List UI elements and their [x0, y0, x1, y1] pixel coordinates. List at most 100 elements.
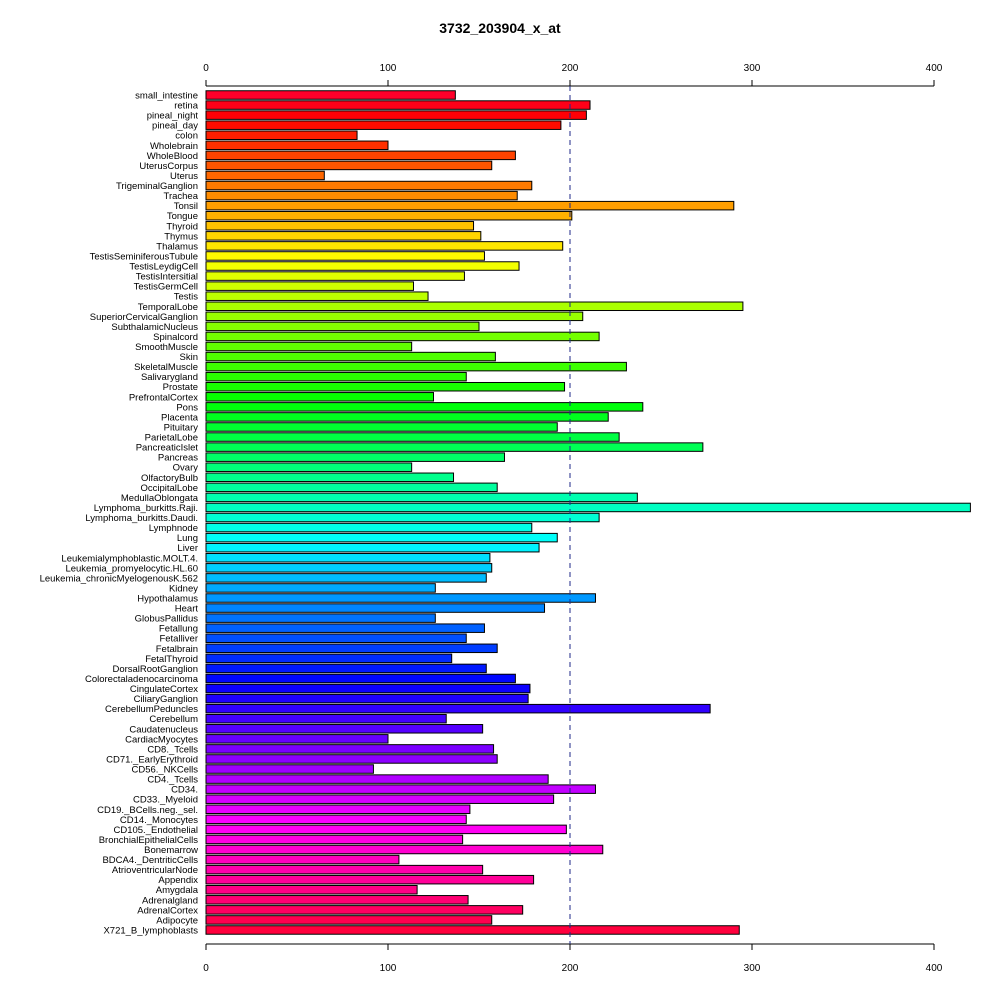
- category-label-FetalThyroid: FetalThyroid: [145, 654, 198, 665]
- bar-Fetalbrain: [205, 643, 498, 654]
- bar-pineal_night: [205, 110, 587, 120]
- category-label-Amygdala: Amygdala: [156, 885, 199, 896]
- category-label-Pituitary: Pituitary: [164, 422, 199, 433]
- category-label-SuperiorCervicalGanglion: SuperiorCervicalGanglion: [90, 312, 198, 323]
- bar-Appendix: [205, 874, 535, 885]
- bar-CardiacMyocytes: [205, 734, 389, 744]
- bar-Lymphoma_burkitts.Raji.: [205, 502, 971, 513]
- category-label-Lung: Lung: [177, 533, 198, 544]
- bar-Thalamus: [205, 241, 564, 251]
- bar-AdrenalCortex: [205, 905, 524, 915]
- category-label-Caudatenucleus: Caudatenucleus: [129, 724, 198, 735]
- category-label-Placenta: Placenta: [161, 412, 199, 423]
- category-label-CD19._BCells.neg._sel.: CD19._BCells.neg._sel.: [97, 805, 198, 816]
- bar-SmoothMuscle: [205, 341, 413, 352]
- bar-Kidney: [205, 583, 436, 593]
- bar-colon: [205, 130, 358, 140]
- bar-GlobusPallidus: [205, 613, 436, 623]
- category-label-DorsalRootGanglion: DorsalRootGanglion: [112, 664, 198, 675]
- category-label-Colorectaladenocarcinoma: Colorectaladenocarcinoma: [85, 674, 199, 685]
- x-tick-label-top-300: 300: [744, 63, 761, 74]
- category-label-SubthalamicNucleus: SubthalamicNucleus: [111, 322, 198, 333]
- bar-Adrenalgland: [205, 895, 469, 905]
- category-label-CD34.: CD34.: [171, 785, 198, 796]
- category-label-Lymphnode: Lymphnode: [149, 523, 198, 534]
- category-label-TemporalLobe: TemporalLobe: [138, 302, 198, 313]
- category-label-Lymphoma_burkitts.Raji.: Lymphoma_burkitts.Raji.: [94, 503, 198, 514]
- bar-Lymphoma_burkitts.Daudi.: [205, 512, 600, 523]
- category-label-Fetallung: Fetallung: [159, 624, 198, 635]
- bar-FetalThyroid: [205, 653, 453, 664]
- category-label-ParietalLobe: ParietalLobe: [145, 433, 198, 444]
- bar-PrefrontalCortex: [205, 392, 434, 402]
- category-label-Tongue: Tongue: [167, 211, 198, 222]
- bar-X721_B_lymphoblasts: [205, 925, 740, 935]
- category-label-Testis: Testis: [174, 292, 199, 303]
- category-label-MedullaOblongata: MedullaOblongata: [121, 493, 199, 504]
- category-label-Appendix: Appendix: [158, 875, 198, 886]
- bar-TemporalLobe: [205, 301, 744, 312]
- x-tick-label-top-100: 100: [380, 63, 397, 74]
- x-tick-label-top-400: 400: [926, 63, 943, 74]
- bar-CD34.: [205, 784, 596, 794]
- bar-retina: [205, 100, 591, 110]
- category-label-CingulateCortex: CingulateCortex: [130, 684, 198, 695]
- chart-title: 3732_203904_x_at: [439, 20, 561, 36]
- bar-CD71._EarlyErythroid: [205, 754, 498, 764]
- bar-MedullaOblongata: [205, 492, 638, 503]
- bar-WholeBlood: [205, 150, 516, 161]
- category-label-pineal_day: pineal_day: [152, 121, 198, 132]
- x-tick-label-bottom-0: 0: [203, 963, 209, 974]
- bar-Pituitary: [205, 422, 558, 432]
- bar-TestisIntersitial: [205, 271, 465, 281]
- x-tick-label-top-0: 0: [203, 63, 209, 74]
- bar-TestisGermCell: [205, 281, 414, 291]
- bar-Cerebellum: [205, 713, 447, 724]
- bar-Testis: [205, 291, 429, 301]
- bar-CerebellumPeduncles: [205, 703, 711, 714]
- bar-DorsalRootGanglion: [205, 663, 487, 674]
- category-label-X721_B_lymphoblasts: X721_B_lymphoblasts: [103, 925, 198, 936]
- bar-Uterus: [205, 170, 325, 181]
- bar-CiliaryGanglion: [205, 693, 529, 704]
- bar-Colorectaladenocarcinoma: [205, 673, 516, 684]
- category-label-Liver: Liver: [177, 543, 198, 554]
- bar-small_intestine: [205, 90, 456, 100]
- category-label-CD8._Tcells: CD8._Tcells: [147, 744, 198, 755]
- category-label-Prostate: Prostate: [163, 382, 198, 393]
- bar-ParietalLobe: [205, 432, 620, 442]
- bar-AtrioventricularNode: [205, 864, 484, 875]
- bar-Skin: [205, 351, 496, 362]
- bar-SubthalamicNucleus: [205, 321, 480, 332]
- category-label-Lymphoma_burkitts.Daudi.: Lymphoma_burkitts.Daudi.: [85, 513, 198, 524]
- category-label-Kidney: Kidney: [169, 583, 198, 594]
- bar-Thymus: [205, 231, 482, 241]
- bar-Liver: [205, 542, 540, 553]
- category-label-SkeletalMuscle: SkeletalMuscle: [134, 362, 198, 373]
- x-tick-label-bottom-300: 300: [744, 963, 761, 974]
- category-label-AdrenalCortex: AdrenalCortex: [137, 905, 198, 916]
- bar-TestisLeydigCell: [205, 261, 520, 271]
- category-label-BDCA4._DentriticCells: BDCA4._DentriticCells: [102, 855, 198, 866]
- bar-Heart: [205, 603, 546, 613]
- bar-UterusCorpus: [205, 160, 493, 171]
- category-label-Uterus: Uterus: [170, 171, 198, 182]
- bar-CD19._BCells.neg._sel.: [205, 804, 471, 815]
- category-label-TestisLeydigCell: TestisLeydigCell: [129, 262, 198, 273]
- category-label-Trachea: Trachea: [164, 191, 199, 202]
- x-tick-label-bottom-400: 400: [926, 963, 943, 974]
- category-label-TestisGermCell: TestisGermCell: [134, 282, 198, 293]
- category-label-Thalamus: Thalamus: [156, 241, 198, 252]
- category-label-TestisSeminiferousTubule: TestisSeminiferousTubule: [90, 251, 198, 262]
- bar-CD4._Tcells: [205, 774, 549, 784]
- bar-SkeletalMuscle: [205, 361, 627, 372]
- bar-OlfactoryBulb: [205, 472, 455, 483]
- category-label-Pons: Pons: [176, 402, 198, 413]
- category-label-Leukemialymphoblastic.MOLT.4.: Leukemialymphoblastic.MOLT.4.: [61, 553, 198, 564]
- bar-CD105._Endothelial: [205, 824, 567, 835]
- category-label-TestisIntersitial: TestisIntersitial: [136, 272, 198, 283]
- bar-Leukemia_promyelocytic.HL.60: [205, 563, 493, 573]
- category-label-CD4._Tcells: CD4._Tcells: [147, 775, 198, 786]
- category-label-Skin: Skin: [180, 352, 198, 363]
